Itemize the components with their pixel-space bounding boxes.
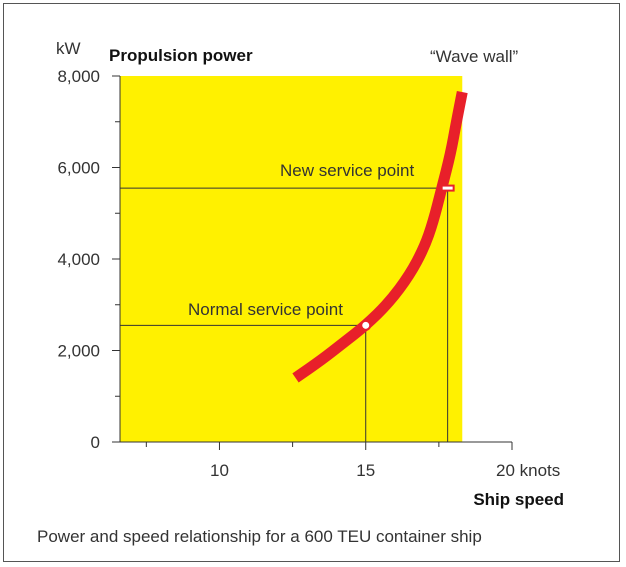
normal-service-point-label: Normal service point <box>188 300 343 319</box>
new-service-point-label: New service point <box>280 161 414 180</box>
y-tick-label: 0 <box>91 433 100 452</box>
new-service-point-marker <box>440 184 455 192</box>
x-axis-title: Ship speed <box>473 490 564 509</box>
x-tick-label: 10 <box>210 461 229 480</box>
y-tick-label: 8,000 <box>57 67 100 86</box>
power-curve <box>292 90 468 383</box>
y-tick-label: 4,000 <box>57 250 100 269</box>
shaded-region <box>120 76 463 442</box>
y-axis-unit-label: kW <box>56 39 81 58</box>
chart-title: Propulsion power <box>109 46 253 65</box>
x-tick-label: 15 <box>356 461 375 480</box>
wave-wall-annotation: “Wave wall” <box>430 47 518 66</box>
x-tick-label: 20 knots <box>496 461 560 480</box>
y-tick-label: 2,000 <box>57 342 100 361</box>
normal-service-point-marker <box>360 319 372 331</box>
y-tick-label: 6,000 <box>57 159 100 178</box>
chart-caption: Power and speed relationship for a 600 T… <box>37 527 482 546</box>
